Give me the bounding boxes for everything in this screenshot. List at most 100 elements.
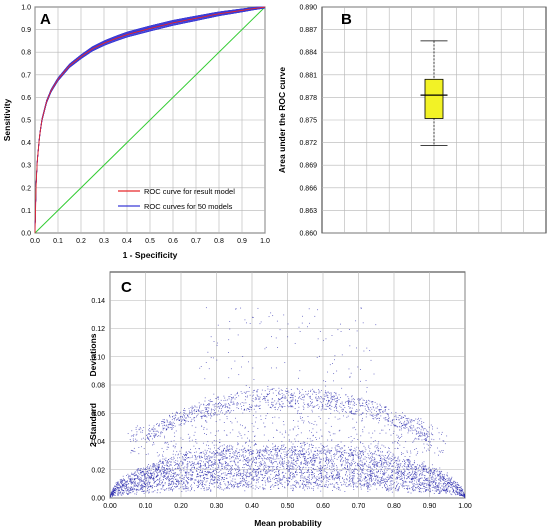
scatter-point	[234, 468, 236, 470]
scatter-point	[162, 429, 164, 431]
scatter-point	[187, 453, 189, 454]
scatter-point	[236, 448, 238, 450]
scatter-point	[152, 428, 153, 430]
scatter-point	[274, 409, 276, 411]
scatter-point	[218, 471, 220, 473]
scatter-point	[120, 494, 122, 496]
scatter-point	[273, 404, 274, 406]
scatter-point	[328, 431, 330, 433]
scatter-point	[359, 459, 361, 461]
scatter-point	[289, 429, 291, 431]
scatter-point	[372, 418, 374, 419]
scatter-point	[366, 391, 367, 393]
scatter-point	[128, 489, 130, 491]
scatter-point	[160, 433, 162, 435]
scatter-point	[346, 479, 348, 481]
scatter-point	[366, 400, 368, 402]
scatter-point	[191, 425, 193, 427]
scatter-point	[191, 461, 193, 463]
scatter-point	[387, 481, 388, 483]
scatter-point	[274, 485, 276, 486]
scatter-point	[353, 481, 355, 483]
scatter-point	[355, 485, 357, 487]
scatter-point	[366, 413, 367, 415]
scatter-point	[396, 470, 398, 472]
scatter-point	[203, 474, 204, 476]
scatter-point	[151, 429, 153, 431]
scatter-point	[277, 347, 278, 348]
scatter-point	[331, 406, 333, 407]
scatter-point	[327, 458, 329, 460]
scatter-point	[397, 468, 399, 470]
scatter-point	[319, 484, 321, 486]
scatter-point	[438, 485, 440, 487]
scatter-point	[153, 477, 155, 479]
scatter-point	[118, 483, 120, 485]
scatter-point	[329, 404, 330, 406]
scatter-point	[218, 465, 220, 467]
scatter-point	[316, 357, 318, 358]
scatter-point	[270, 450, 272, 452]
scatter-point	[429, 484, 430, 486]
scatter-point	[302, 451, 304, 453]
scatter-point	[258, 476, 260, 478]
scatter-point	[428, 435, 430, 437]
scatter-point	[203, 403, 205, 405]
scatter-point	[156, 479, 158, 481]
scatter-point	[151, 473, 153, 475]
scatter-point	[227, 410, 229, 411]
scatter-point	[453, 482, 455, 484]
scatter-point	[324, 398, 325, 400]
scatter-point	[150, 465, 151, 467]
scatter-point	[338, 394, 340, 396]
scatter-point	[395, 460, 397, 462]
scatter-point	[436, 490, 438, 492]
scatter-point	[191, 486, 193, 488]
scatter-point	[272, 401, 274, 403]
scatter-point	[210, 456, 212, 458]
scatter-point	[385, 406, 387, 408]
scatter-point	[347, 475, 348, 477]
scatter-point	[146, 472, 148, 474]
scatter-point	[230, 473, 232, 474]
scatter-point	[451, 482, 452, 483]
scatter-point	[336, 477, 338, 479]
scatter-point	[236, 407, 238, 409]
scatter-point	[299, 413, 301, 414]
scatter-point	[359, 467, 361, 469]
scatter-point	[315, 396, 317, 398]
scatter-point	[362, 450, 364, 452]
scatter-point	[385, 409, 386, 411]
scatter-point	[354, 413, 355, 415]
scatter-point	[233, 403, 235, 405]
scatter-point	[217, 396, 219, 398]
scatter-point	[379, 472, 381, 474]
scatter-point	[272, 449, 273, 450]
scatter-point	[353, 475, 355, 477]
scatter-point	[384, 410, 386, 412]
scatter-point	[222, 458, 224, 460]
scatter-point	[214, 414, 216, 416]
scatter-point	[306, 486, 308, 488]
scatter-point	[416, 486, 418, 488]
scatter-point	[224, 479, 225, 481]
scatter-point	[223, 448, 224, 450]
scatter-point	[424, 433, 426, 435]
scatter-point	[330, 396, 332, 398]
scatter-point	[306, 459, 308, 461]
scatter-point	[391, 458, 393, 459]
scatter-point	[401, 483, 403, 485]
scatter-point	[185, 486, 187, 488]
scatter-point	[230, 401, 232, 403]
scatter-point	[310, 472, 312, 473]
scatter-point	[162, 419, 164, 421]
scatter-point	[214, 478, 216, 480]
scatter-point	[440, 477, 441, 479]
scatter-point	[388, 418, 389, 420]
scatter-point	[435, 480, 437, 481]
scatter-point	[245, 391, 247, 393]
scatter-point	[333, 392, 335, 393]
scatter-point	[399, 422, 400, 424]
scatter-point	[147, 484, 149, 486]
scatter-point	[178, 482, 180, 484]
